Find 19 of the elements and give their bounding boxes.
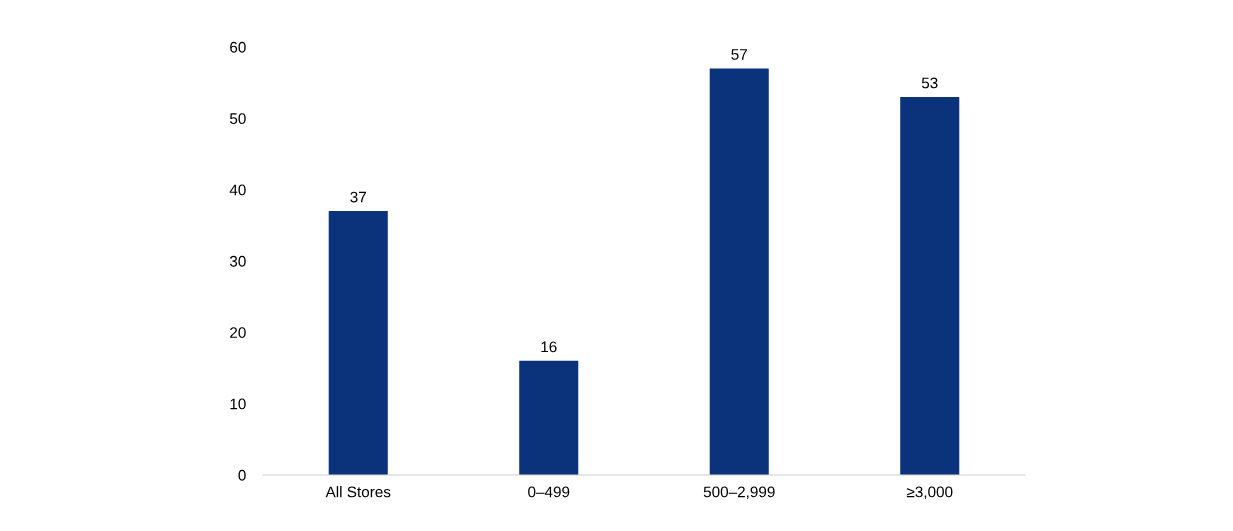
x-tick-label: 0–499: [528, 486, 570, 498]
y-tick-label: 10: [230, 398, 246, 410]
y-tick-label: 50: [229, 113, 246, 125]
y-tick-label: 40: [229, 184, 246, 196]
data-label: 53: [921, 77, 938, 89]
data-label: 16: [541, 341, 557, 353]
data-label: 37: [350, 191, 366, 203]
x-tick-label: 500–2,999: [703, 486, 775, 500]
y-tick-label: 60: [230, 41, 246, 53]
bar: [900, 96, 960, 475]
y-tick-label: 20: [230, 327, 246, 338]
x-tick-label: All Stores: [325, 486, 391, 498]
y-tick-label: 30: [229, 255, 246, 267]
data-label: 57: [731, 49, 747, 60]
bar: [709, 68, 769, 475]
x-tick-label: ≥3,000: [906, 486, 953, 500]
bar: [519, 360, 579, 475]
bar: [328, 211, 388, 475]
y-tick-label: 0: [238, 469, 246, 481]
